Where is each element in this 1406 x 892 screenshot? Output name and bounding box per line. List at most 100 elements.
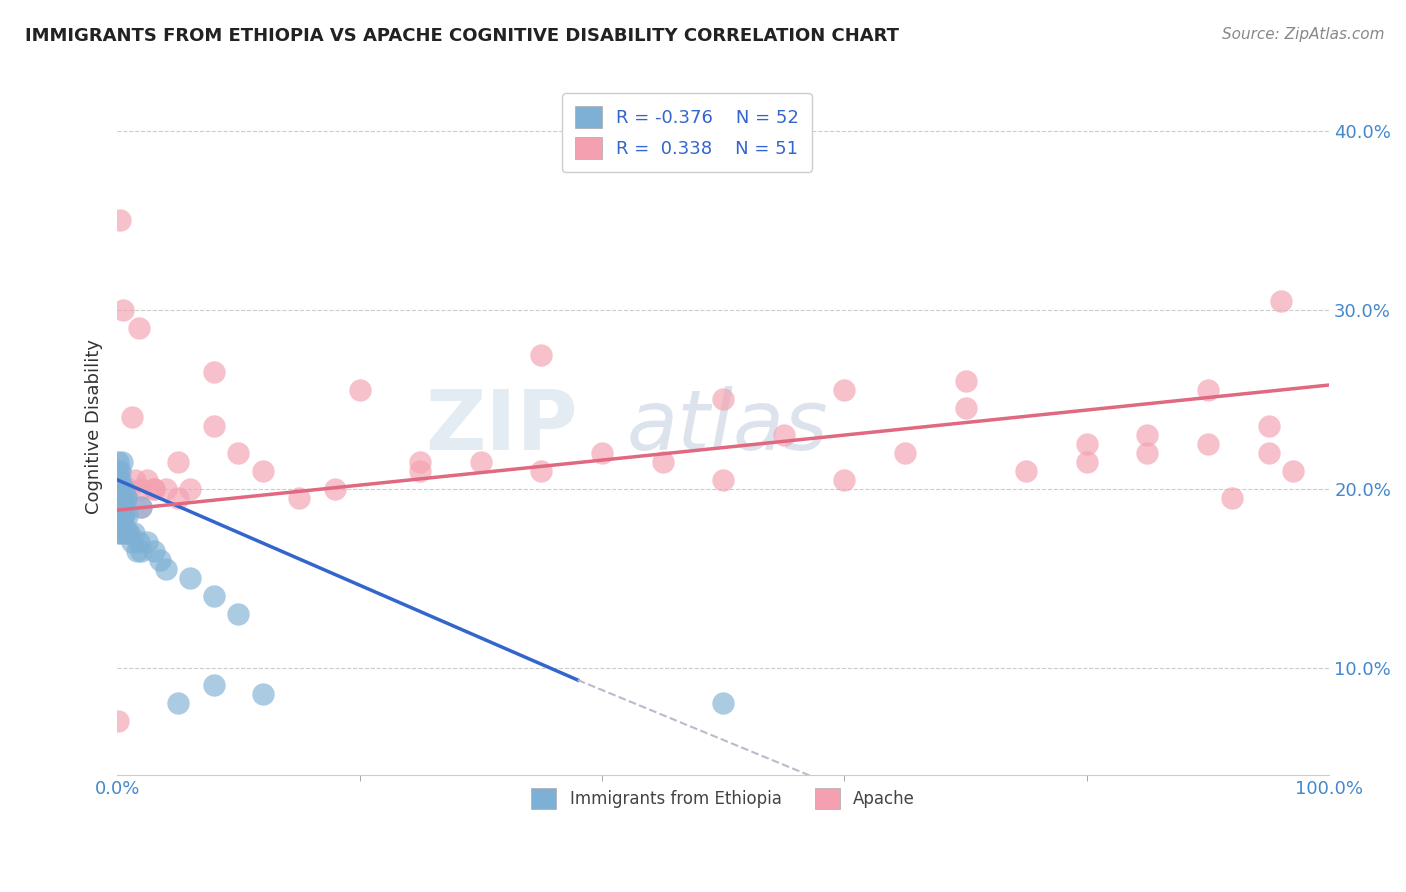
Point — [112, 491, 135, 505]
Point — [114, 482, 136, 496]
Point — [136, 535, 159, 549]
Point — [591, 446, 613, 460]
Point — [651, 455, 673, 469]
Point — [108, 473, 131, 487]
Point — [834, 384, 856, 398]
Point — [108, 464, 131, 478]
Point — [112, 302, 135, 317]
Point — [108, 482, 131, 496]
Point — [142, 482, 165, 496]
Point — [108, 508, 131, 523]
Point — [325, 482, 347, 496]
Point — [111, 500, 134, 514]
Point — [288, 491, 311, 505]
Point — [118, 482, 141, 496]
Point — [1076, 455, 1098, 469]
Point — [111, 508, 134, 523]
Point — [955, 375, 977, 389]
Point — [166, 455, 188, 469]
Point — [530, 464, 553, 478]
Point — [202, 589, 225, 603]
Point — [136, 473, 159, 487]
Point — [107, 491, 129, 505]
Point — [228, 446, 250, 460]
Point — [115, 526, 138, 541]
Point — [202, 419, 225, 434]
Point — [111, 517, 134, 532]
Point — [114, 500, 136, 514]
Point — [108, 491, 131, 505]
Point — [131, 544, 153, 558]
Point — [115, 508, 138, 523]
Point — [166, 491, 188, 505]
Point — [1076, 437, 1098, 451]
Point — [1257, 446, 1279, 460]
Point — [1197, 437, 1219, 451]
Point — [1220, 491, 1243, 505]
Point — [107, 482, 129, 496]
Text: IMMIGRANTS FROM ETHIOPIA VS APACHE COGNITIVE DISABILITY CORRELATION CHART: IMMIGRANTS FROM ETHIOPIA VS APACHE COGNI… — [25, 27, 900, 45]
Point — [1015, 464, 1038, 478]
Point — [118, 526, 141, 541]
Point — [110, 500, 132, 514]
Point — [1282, 464, 1305, 478]
Point — [142, 544, 165, 558]
Point — [110, 482, 132, 496]
Point — [131, 500, 153, 514]
Point — [128, 535, 150, 549]
Y-axis label: Cognitive Disability: Cognitive Disability — [86, 339, 103, 514]
Point — [112, 526, 135, 541]
Point — [122, 526, 145, 541]
Point — [1270, 293, 1292, 308]
Point — [894, 446, 917, 460]
Point — [149, 553, 172, 567]
Point — [349, 384, 371, 398]
Point — [107, 714, 129, 728]
Point — [228, 607, 250, 621]
Point — [409, 455, 432, 469]
Point — [107, 464, 129, 478]
Point — [179, 571, 201, 585]
Point — [108, 500, 131, 514]
Point — [711, 392, 734, 407]
Point — [110, 526, 132, 541]
Point — [128, 320, 150, 334]
Point — [155, 482, 177, 496]
Text: ZIP: ZIP — [425, 385, 578, 467]
Point — [1136, 428, 1159, 442]
Point — [142, 482, 165, 496]
Point — [112, 508, 135, 523]
Point — [711, 473, 734, 487]
Point — [110, 508, 132, 523]
Point — [111, 517, 134, 532]
Point — [772, 428, 794, 442]
Point — [108, 213, 131, 227]
Point — [409, 464, 432, 478]
Point — [530, 348, 553, 362]
Point — [131, 500, 153, 514]
Point — [834, 473, 856, 487]
Point — [107, 526, 129, 541]
Point — [252, 464, 274, 478]
Point — [107, 473, 129, 487]
Point — [155, 562, 177, 576]
Point — [110, 491, 132, 505]
Point — [121, 410, 143, 425]
Text: atlas: atlas — [626, 385, 828, 467]
Point — [166, 696, 188, 710]
Point — [112, 508, 135, 523]
Point — [111, 491, 134, 505]
Point — [470, 455, 492, 469]
Point — [179, 482, 201, 496]
Point — [114, 508, 136, 523]
Point — [117, 526, 139, 541]
Point — [252, 687, 274, 701]
Point — [124, 473, 146, 487]
Point — [125, 544, 148, 558]
Point — [711, 696, 734, 710]
Point — [131, 482, 153, 496]
Legend: Immigrants from Ethiopia, Apache: Immigrants from Ethiopia, Apache — [524, 781, 922, 815]
Point — [114, 491, 136, 505]
Point — [955, 401, 977, 416]
Point — [1136, 446, 1159, 460]
